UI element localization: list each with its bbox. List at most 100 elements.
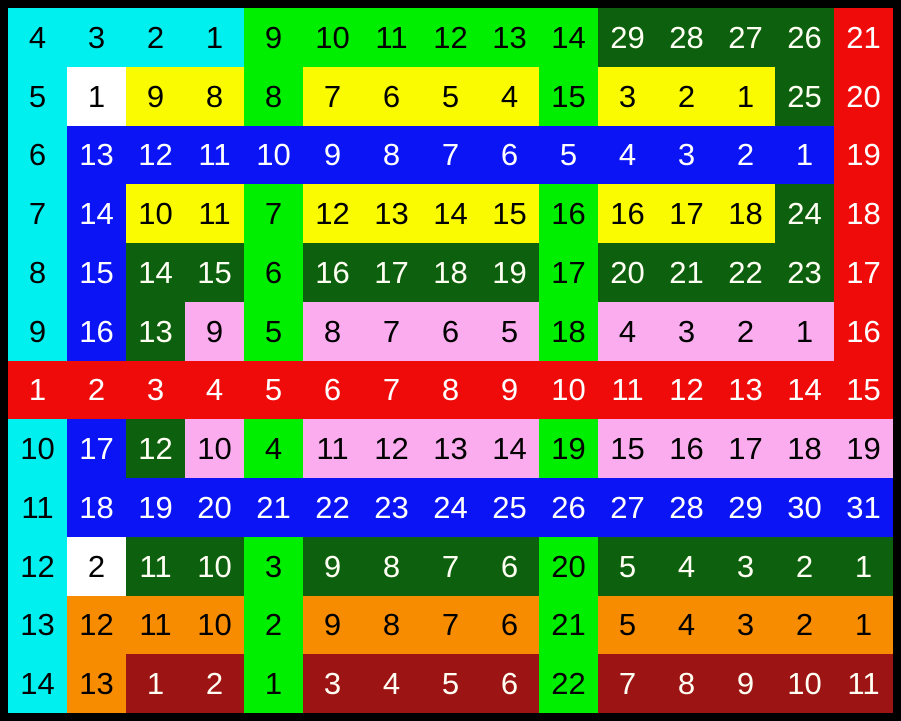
grid-cell-r4-c5-dark-green[interactable]: 16 — [303, 243, 362, 302]
grid-cell-r1-c8-yellow[interactable]: 4 — [480, 66, 539, 126]
grid-cell-r7-c4-green[interactable]: 4 — [244, 419, 303, 478]
grid-cell-r3-c13-dark-green[interactable]: 24 — [775, 184, 834, 243]
grid-cell-r1-c1-white[interactable]: 1 — [67, 66, 126, 126]
grid-cell-r6-c4-red[interactable]: 5 — [244, 360, 303, 420]
grid-cell-r4-c14-red[interactable]: 17 — [834, 243, 893, 302]
grid-cell-r3-c11-yellow[interactable]: 17 — [657, 184, 716, 243]
grid-cell-r10-c4-green[interactable]: 2 — [244, 595, 303, 655]
grid-cell-r0-c9-green[interactable]: 14 — [539, 8, 598, 67]
grid-cell-r8-c1-blue[interactable]: 18 — [67, 478, 126, 537]
grid-cell-r5-c0-cyan[interactable]: 9 — [8, 301, 67, 361]
grid-cell-r8-c2-blue[interactable]: 19 — [126, 478, 185, 537]
grid-cell-r5-c3-pink[interactable]: 9 — [185, 301, 244, 361]
grid-cell-r7-c2-dark-green[interactable]: 12 — [126, 419, 185, 478]
grid-cell-r8-c11-blue[interactable]: 28 — [657, 478, 716, 537]
grid-cell-r11-c12-dark-red[interactable]: 9 — [716, 654, 775, 713]
grid-cell-r9-c12-dark-green[interactable]: 3 — [716, 536, 775, 596]
grid-cell-r6-c11-red[interactable]: 12 — [657, 360, 716, 420]
grid-cell-r0-c14-red[interactable]: 21 — [834, 8, 893, 67]
grid-cell-r0-c8-green[interactable]: 13 — [480, 8, 539, 67]
grid-cell-r5-c12-pink[interactable]: 2 — [716, 301, 775, 361]
grid-cell-r0-c4-green[interactable]: 9 — [244, 8, 303, 67]
grid-cell-r2-c1-blue[interactable]: 13 — [67, 125, 126, 185]
grid-cell-r10-c0-cyan[interactable]: 13 — [8, 595, 67, 655]
grid-cell-r2-c6-blue[interactable]: 8 — [362, 125, 421, 185]
grid-cell-r1-c3-yellow[interactable]: 8 — [185, 66, 244, 126]
grid-cell-r7-c12-pink[interactable]: 17 — [716, 419, 775, 478]
grid-cell-r2-c8-blue[interactable]: 6 — [480, 125, 539, 185]
grid-cell-r11-c0-cyan[interactable]: 14 — [8, 654, 67, 713]
grid-cell-r6-c12-red[interactable]: 13 — [716, 360, 775, 420]
grid-cell-r2-c5-blue[interactable]: 9 — [303, 125, 362, 185]
grid-cell-r7-c10-pink[interactable]: 15 — [598, 419, 657, 478]
grid-cell-r6-c9-red[interactable]: 10 — [539, 360, 598, 420]
grid-cell-r5-c5-pink[interactable]: 8 — [303, 301, 362, 361]
grid-cell-r8-c12-blue[interactable]: 29 — [716, 478, 775, 537]
grid-cell-r11-c14-dark-red[interactable]: 11 — [834, 654, 893, 713]
grid-cell-r3-c8-yellow[interactable]: 15 — [480, 184, 539, 243]
grid-cell-r5-c14-red[interactable]: 16 — [834, 301, 893, 361]
grid-cell-r4-c7-dark-green[interactable]: 18 — [421, 243, 480, 302]
grid-cell-r8-c10-blue[interactable]: 27 — [598, 478, 657, 537]
grid-cell-r3-c5-yellow[interactable]: 12 — [303, 184, 362, 243]
grid-cell-r4-c11-dark-green[interactable]: 21 — [657, 243, 716, 302]
grid-cell-r0-c0-cyan[interactable]: 4 — [8, 8, 67, 67]
grid-cell-r0-c12-dark-green[interactable]: 27 — [716, 8, 775, 67]
grid-cell-r1-c14-red[interactable]: 20 — [834, 66, 893, 126]
grid-cell-r1-c10-yellow[interactable]: 3 — [598, 66, 657, 126]
grid-cell-r7-c8-pink[interactable]: 14 — [480, 419, 539, 478]
grid-cell-r1-c0-cyan[interactable]: 5 — [8, 66, 67, 126]
grid-cell-r0-c6-green[interactable]: 11 — [362, 8, 421, 67]
grid-cell-r9-c5-dark-green[interactable]: 9 — [303, 536, 362, 596]
grid-cell-r8-c6-blue[interactable]: 23 — [362, 478, 421, 537]
grid-cell-r4-c10-dark-green[interactable]: 20 — [598, 243, 657, 302]
grid-cell-r1-c4-green[interactable]: 8 — [244, 66, 303, 126]
grid-cell-r5-c2-dark-green[interactable]: 13 — [126, 301, 185, 361]
grid-cell-r5-c9-green[interactable]: 18 — [539, 301, 598, 361]
grid-cell-r7-c0-cyan[interactable]: 10 — [8, 419, 67, 478]
grid-cell-r5-c7-pink[interactable]: 6 — [421, 301, 480, 361]
grid-cell-r1-c11-yellow[interactable]: 2 — [657, 66, 716, 126]
grid-cell-r8-c13-blue[interactable]: 30 — [775, 478, 834, 537]
grid-cell-r5-c6-pink[interactable]: 7 — [362, 301, 421, 361]
grid-cell-r11-c5-dark-red[interactable]: 3 — [303, 654, 362, 713]
grid-cell-r5-c11-pink[interactable]: 3 — [657, 301, 716, 361]
grid-cell-r1-c5-yellow[interactable]: 7 — [303, 66, 362, 126]
grid-cell-r6-c5-red[interactable]: 6 — [303, 360, 362, 420]
grid-cell-r3-c3-yellow[interactable]: 11 — [185, 184, 244, 243]
grid-cell-r0-c10-dark-green[interactable]: 29 — [598, 8, 657, 67]
grid-cell-r0-c2-cyan[interactable]: 2 — [126, 8, 185, 67]
grid-cell-r10-c14-orange[interactable]: 1 — [834, 595, 893, 655]
grid-cell-r2-c14-red[interactable]: 19 — [834, 125, 893, 185]
grid-cell-r0-c1-cyan[interactable]: 3 — [67, 8, 126, 67]
grid-cell-r3-c10-yellow[interactable]: 16 — [598, 184, 657, 243]
grid-cell-r7-c7-pink[interactable]: 13 — [421, 419, 480, 478]
grid-cell-r4-c1-blue[interactable]: 15 — [67, 243, 126, 302]
grid-cell-r4-c6-dark-green[interactable]: 17 — [362, 243, 421, 302]
grid-cell-r11-c6-dark-red[interactable]: 4 — [362, 654, 421, 713]
grid-cell-r1-c13-dark-green[interactable]: 25 — [775, 66, 834, 126]
grid-cell-r2-c10-blue[interactable]: 4 — [598, 125, 657, 185]
grid-cell-r10-c12-orange[interactable]: 3 — [716, 595, 775, 655]
grid-cell-r9-c7-dark-green[interactable]: 7 — [421, 536, 480, 596]
grid-cell-r4-c12-dark-green[interactable]: 22 — [716, 243, 775, 302]
grid-cell-r4-c9-green[interactable]: 17 — [539, 243, 598, 302]
grid-cell-r9-c3-dark-green[interactable]: 10 — [185, 536, 244, 596]
grid-cell-r9-c2-dark-green[interactable]: 11 — [126, 536, 185, 596]
grid-cell-r9-c8-dark-green[interactable]: 6 — [480, 536, 539, 596]
grid-cell-r7-c11-pink[interactable]: 16 — [657, 419, 716, 478]
grid-cell-r2-c9-blue[interactable]: 5 — [539, 125, 598, 185]
grid-cell-r11-c13-dark-red[interactable]: 10 — [775, 654, 834, 713]
grid-cell-r8-c5-blue[interactable]: 22 — [303, 478, 362, 537]
grid-cell-r3-c1-blue[interactable]: 14 — [67, 184, 126, 243]
grid-cell-r6-c14-red[interactable]: 15 — [834, 360, 893, 420]
grid-cell-r4-c13-dark-green[interactable]: 23 — [775, 243, 834, 302]
grid-cell-r2-c3-blue[interactable]: 11 — [185, 125, 244, 185]
grid-cell-r9-c9-green[interactable]: 20 — [539, 536, 598, 596]
grid-cell-r9-c13-dark-green[interactable]: 2 — [775, 536, 834, 596]
grid-cell-r3-c4-green[interactable]: 7 — [244, 184, 303, 243]
grid-cell-r6-c7-red[interactable]: 8 — [421, 360, 480, 420]
grid-cell-r2-c0-cyan[interactable]: 6 — [8, 125, 67, 185]
grid-cell-r5-c13-pink[interactable]: 1 — [775, 301, 834, 361]
grid-cell-r2-c11-blue[interactable]: 3 — [657, 125, 716, 185]
